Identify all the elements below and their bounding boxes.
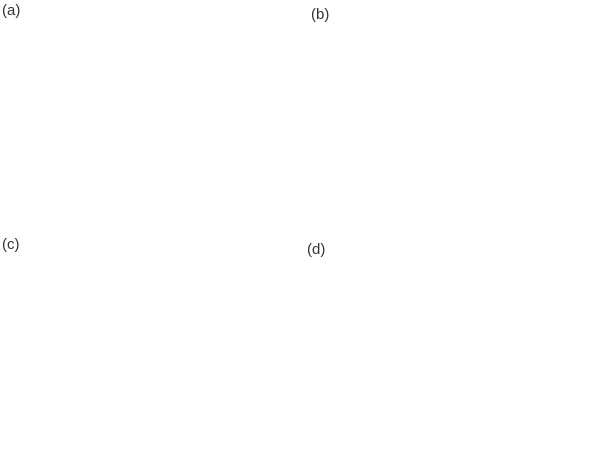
panel-a-label: (a) xyxy=(2,2,21,19)
panel-c-label: (c) xyxy=(2,236,20,253)
panel-a-absorption-chart xyxy=(0,0,300,233)
panel-b-label: (b) xyxy=(311,6,330,23)
panel-c-iv-chart xyxy=(0,233,300,467)
panel-d-label: (d) xyxy=(307,241,326,258)
panel-d-transmission-chart xyxy=(300,233,600,467)
panel-b-energy-diagram xyxy=(302,2,598,228)
